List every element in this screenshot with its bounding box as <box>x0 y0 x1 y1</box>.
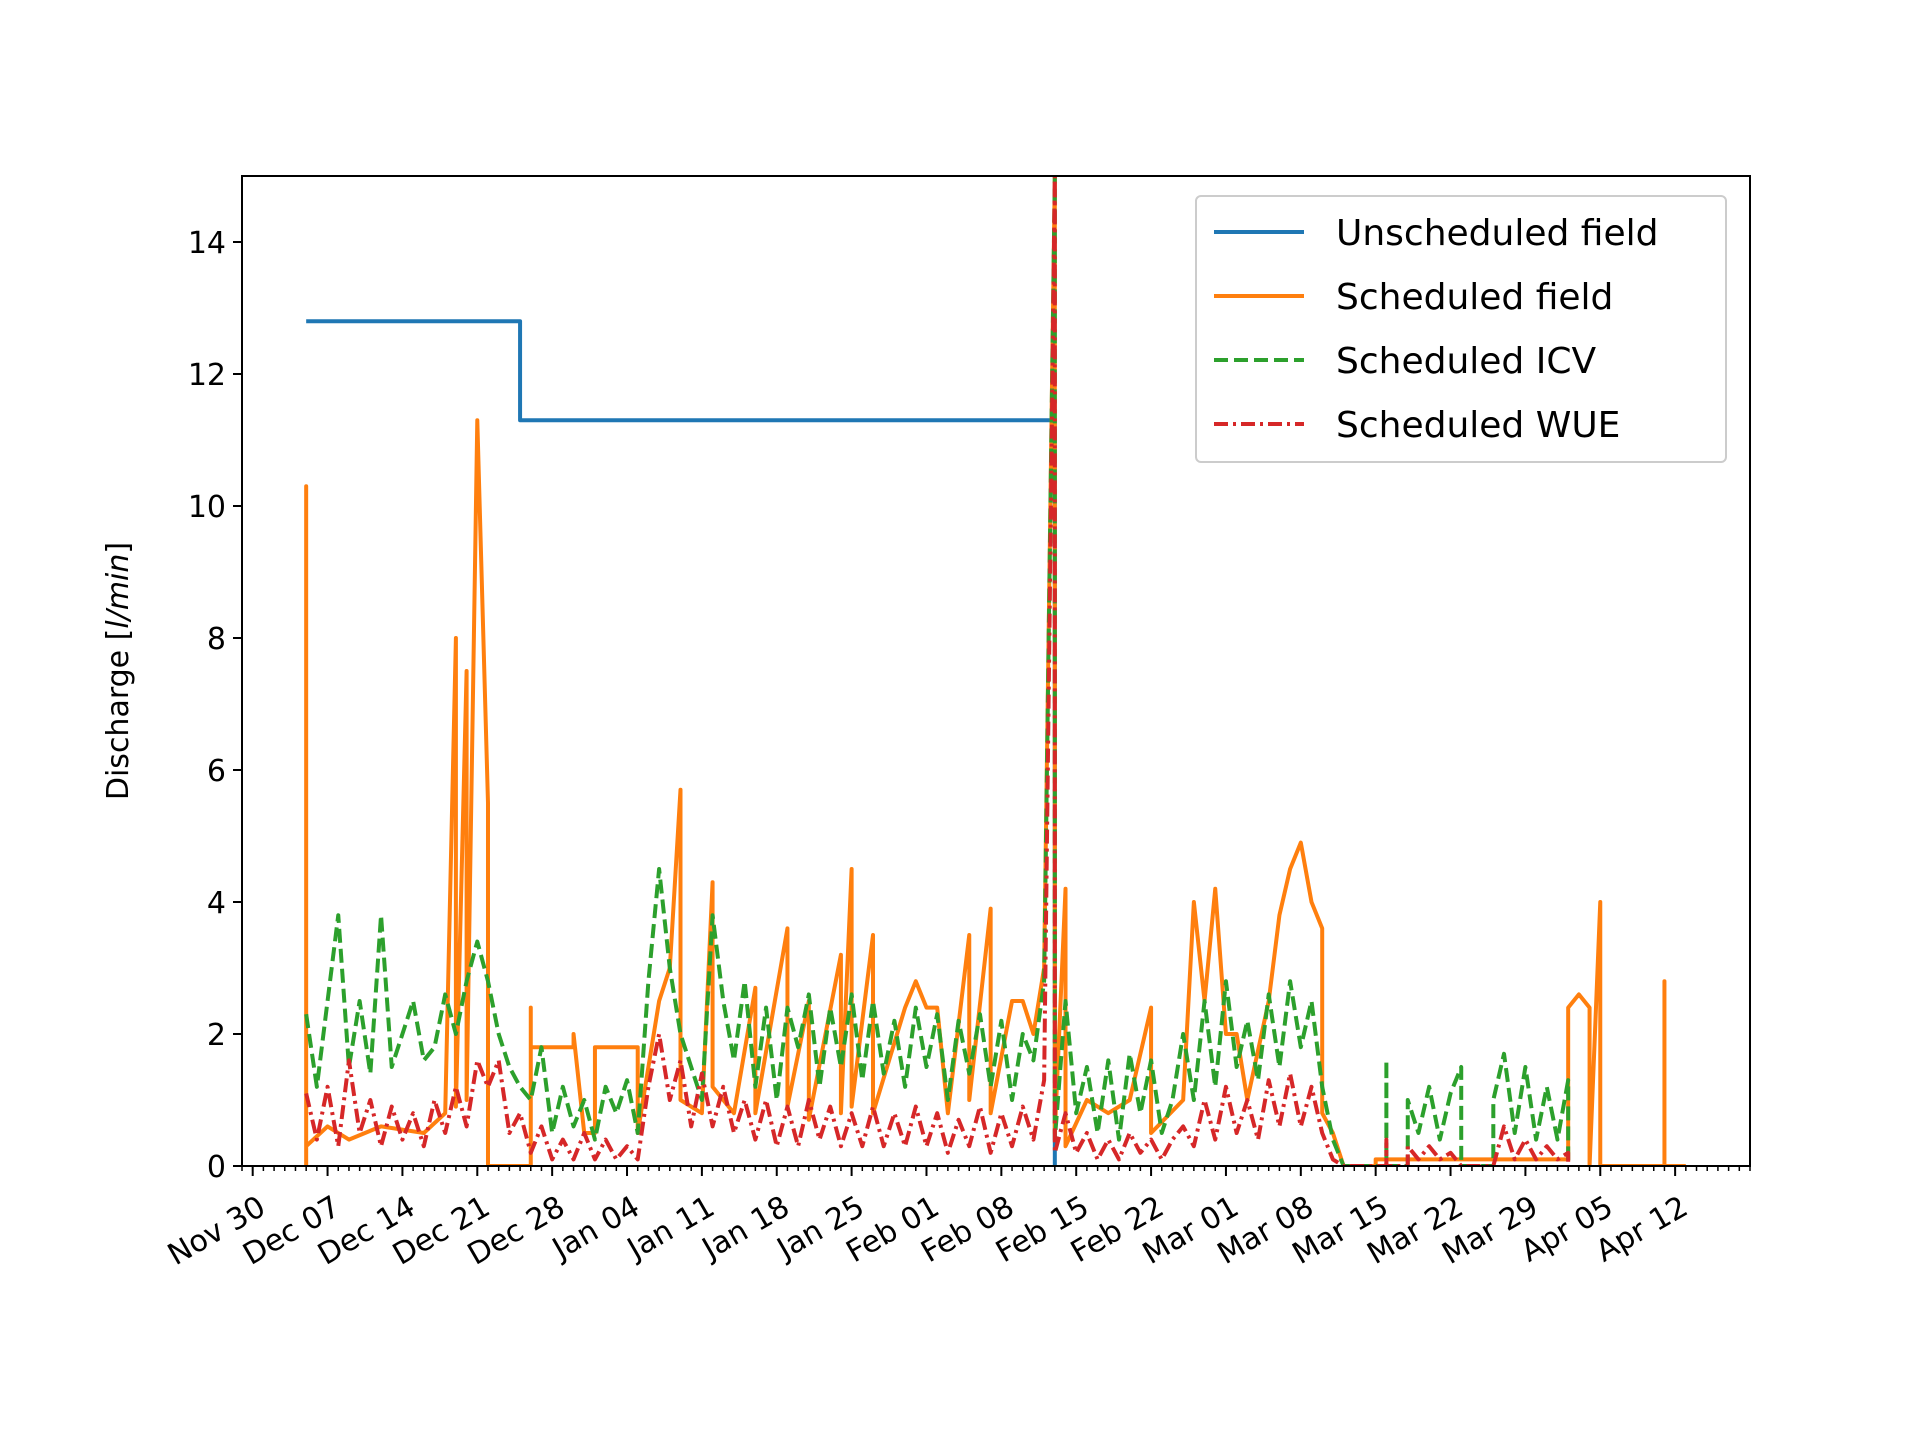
y-tick-label: 0 <box>207 1150 226 1185</box>
series-layer <box>304 176 1686 1166</box>
series-line-2 <box>304 176 1686 1166</box>
legend-label-2: Scheduled field <box>1336 277 1613 318</box>
y-tick-label: 14 <box>188 226 226 261</box>
legend: Unscheduled field Scheduled field Schedule… <box>1195 195 1727 463</box>
legend-label-3: Scheduled ICV <box>1336 341 1596 382</box>
plot-frame <box>241 175 1751 1167</box>
y-axis-label-prefix: Discharge [ <box>101 629 136 801</box>
series-line-4 <box>304 176 1571 1166</box>
y-tick-label: 10 <box>188 490 226 525</box>
y-tick-label: 8 <box>207 622 226 657</box>
legend-label-4: Scheduled WUE <box>1336 405 1620 446</box>
y-axis-label-suffix: ] <box>101 542 136 554</box>
y-tick-label: 4 <box>207 886 226 921</box>
legend-label-1: Unscheduled field <box>1336 213 1658 254</box>
y-tick-label: 2 <box>207 1018 226 1053</box>
y-tick-label: 12 <box>188 358 226 393</box>
y-tick-label: 6 <box>207 754 226 789</box>
y-axis-label-unit: l/min <box>101 554 136 629</box>
legend-box <box>1195 195 1727 463</box>
series-line-3 <box>304 176 1571 1166</box>
y-axis-label: Discharge [l/min] <box>101 542 136 800</box>
